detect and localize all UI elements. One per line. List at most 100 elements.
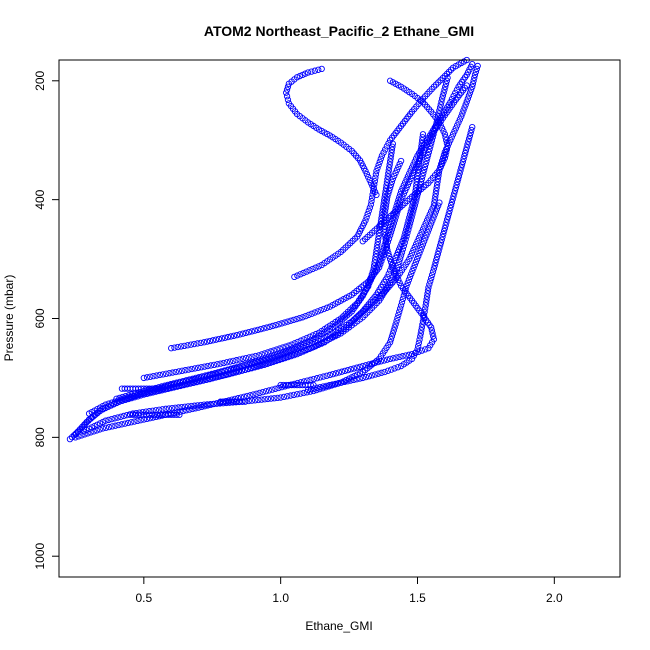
data-point (426, 223, 434, 230)
data-point (183, 407, 190, 414)
data-point (408, 270, 415, 278)
data-point (375, 370, 382, 377)
data-point (310, 381, 317, 389)
data-point (140, 416, 147, 423)
data-point (102, 424, 110, 431)
data-point (383, 356, 391, 363)
data-point (181, 403, 189, 410)
data-point (418, 327, 425, 334)
data-point (472, 68, 480, 76)
data-point (455, 119, 462, 126)
data-point (385, 140, 392, 147)
data-point (410, 169, 417, 177)
data-point (204, 401, 211, 408)
data-point (239, 398, 246, 405)
data-point (397, 243, 404, 250)
y-axis-label: Pressure (mbar) (2, 275, 16, 362)
data-point (466, 89, 474, 96)
data-point (382, 146, 389, 153)
data-point (279, 349, 287, 356)
data-point (366, 176, 373, 184)
data-point (411, 244, 418, 251)
data-point (401, 289, 408, 296)
data-point (290, 347, 297, 354)
data-point (134, 417, 141, 425)
data-point (443, 137, 450, 144)
data-point (306, 333, 313, 340)
data-point (192, 374, 199, 382)
data-point (206, 337, 214, 345)
data-point (191, 365, 199, 372)
data-point (377, 261, 384, 268)
data-point (121, 420, 129, 427)
data-point (395, 276, 402, 284)
data-point (290, 391, 297, 399)
data-point (463, 82, 470, 89)
data-point (189, 375, 196, 382)
data-point (369, 182, 376, 190)
data-point (400, 190, 407, 197)
data-point (378, 369, 385, 376)
data-point (395, 163, 402, 171)
data-point (388, 261, 396, 269)
data-point (125, 392, 132, 399)
data-point (443, 148, 450, 156)
data-point (443, 219, 450, 226)
data-point (434, 250, 441, 258)
data-point (397, 302, 405, 309)
data-point (438, 98, 445, 105)
data-point (432, 208, 440, 215)
data-point (442, 83, 449, 90)
data-point (168, 404, 176, 412)
data-point (317, 307, 324, 314)
data-point (282, 89, 290, 96)
data-point (383, 179, 391, 186)
data-point (356, 363, 363, 370)
data-point (202, 372, 209, 379)
data-point (208, 370, 215, 378)
data-point (381, 248, 388, 256)
data-point (303, 389, 311, 396)
data-point (239, 330, 247, 337)
data-point (368, 372, 376, 379)
data-point (300, 348, 307, 355)
data-point (221, 334, 229, 341)
data-point (392, 270, 399, 278)
data-point (232, 369, 239, 376)
data-point (194, 364, 202, 371)
data-point (283, 86, 291, 93)
data-point (334, 380, 341, 387)
data-point (415, 339, 423, 347)
data-point (162, 405, 169, 412)
data-point (451, 187, 459, 194)
data-point (437, 239, 445, 246)
data-point (194, 340, 201, 347)
data-point (230, 357, 237, 365)
data-point (290, 316, 297, 324)
data-point (205, 371, 212, 378)
data-point (465, 138, 472, 145)
data-point (371, 188, 379, 196)
data-point (118, 421, 125, 428)
data-point (374, 238, 381, 245)
data-point (452, 184, 459, 191)
data-point (271, 395, 278, 402)
x-axis: 0.5 1.0 1.5 2.0 (135, 576, 563, 605)
data-point (460, 107, 467, 114)
data-point (184, 342, 191, 349)
data-point (462, 101, 469, 108)
data-point (393, 273, 401, 281)
data-point (422, 235, 429, 242)
data-point (170, 380, 177, 387)
data-point (250, 359, 257, 366)
data-point (384, 238, 392, 246)
data-point (408, 172, 416, 180)
data-point (371, 259, 378, 266)
data-point (150, 372, 157, 380)
data-point (403, 223, 411, 230)
y-tick-label: 800 (33, 427, 47, 447)
data-point (156, 371, 163, 379)
data-point (113, 395, 120, 402)
data-point (159, 385, 167, 392)
data-point (373, 244, 381, 251)
